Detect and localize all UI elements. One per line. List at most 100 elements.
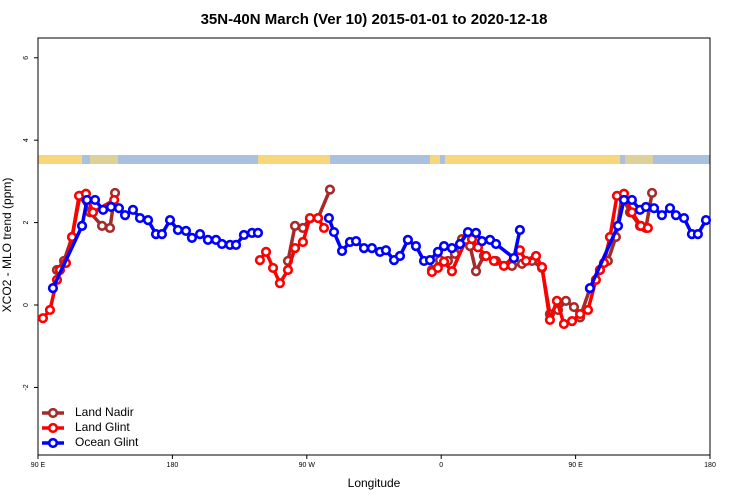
data-point	[105, 201, 117, 213]
data-point	[76, 220, 88, 231]
data-point	[551, 295, 563, 306]
data-point	[574, 308, 586, 320]
data-point	[508, 252, 520, 264]
data-point	[47, 283, 59, 294]
data-point	[252, 227, 264, 239]
data-point	[640, 201, 652, 213]
data-point	[323, 212, 335, 224]
data-point	[119, 210, 131, 221]
data-point	[462, 226, 474, 238]
y-axis-label: XCO2 - MLO trend (ppm)	[0, 178, 14, 313]
data-point	[96, 220, 108, 231]
land-strip	[445, 155, 620, 164]
data-point	[642, 222, 653, 234]
data-point	[336, 245, 348, 257]
data-point	[274, 278, 286, 289]
x-tick-label: 90 W	[299, 462, 316, 469]
data-point	[260, 246, 272, 257]
y-tick-label: -2	[23, 384, 30, 390]
data-point	[558, 318, 570, 330]
data-point	[438, 240, 450, 252]
data-point	[568, 301, 580, 313]
x-tick-label: 90 E	[568, 462, 583, 469]
data-point	[254, 254, 266, 266]
ocean-strip	[38, 155, 710, 164]
data-point	[618, 194, 630, 206]
data-point	[560, 295, 571, 306]
data-point	[438, 256, 450, 267]
data-point	[134, 212, 146, 224]
data-point	[324, 184, 336, 195]
data-point	[626, 194, 637, 206]
data-point	[194, 229, 206, 240]
data-point	[446, 243, 458, 254]
data-point	[156, 229, 168, 240]
data-point	[98, 204, 109, 215]
data-point	[37, 313, 49, 324]
data-point	[216, 238, 228, 250]
data-point	[648, 203, 660, 214]
data-point	[358, 243, 370, 254]
x-axis-label: Longitude	[348, 476, 401, 490]
legend-marker	[47, 437, 59, 449]
x-tick-label: 180	[167, 462, 179, 469]
data-point	[612, 220, 624, 231]
data-point	[89, 194, 101, 206]
land-strip	[90, 155, 118, 164]
data-point	[230, 239, 242, 250]
data-point	[297, 236, 309, 248]
data-point	[180, 225, 192, 236]
y-tick-label: 0	[23, 303, 30, 307]
data-point	[498, 260, 510, 271]
data-point	[664, 203, 676, 214]
data-point	[476, 236, 488, 247]
data-point	[700, 215, 712, 226]
legend-marker	[47, 422, 59, 434]
x-tick-label: 0	[439, 462, 443, 469]
y-tick-label: 2	[23, 221, 30, 225]
data-point	[692, 229, 704, 240]
data-point	[544, 314, 556, 325]
data-point	[350, 236, 362, 247]
data-point	[454, 238, 466, 250]
data-point	[202, 234, 214, 246]
data-point	[582, 304, 594, 316]
land-ocean-strip	[38, 155, 710, 164]
land-strip	[430, 155, 440, 164]
data-point	[506, 260, 518, 271]
data-point	[289, 243, 301, 254]
chart-title: 35N-40N March (Ver 10) 2015-01-01 to 202…	[201, 11, 548, 28]
data-point	[312, 212, 324, 224]
x-tick-label: 90 E	[31, 462, 46, 469]
data-point	[670, 210, 682, 221]
land-strip	[258, 155, 330, 164]
data-point	[87, 207, 99, 218]
data-point	[480, 250, 492, 262]
legend-label: Land Nadir	[75, 405, 134, 419]
data-point	[402, 234, 413, 246]
legend-label: Land Glint	[75, 420, 130, 434]
series-line	[286, 188, 332, 262]
data-point	[424, 254, 436, 266]
data-point	[267, 262, 279, 274]
data-point	[410, 240, 422, 252]
y-tick-label: 4	[23, 138, 30, 142]
data-point	[81, 194, 93, 206]
data-point	[127, 204, 139, 215]
data-point	[520, 255, 532, 267]
legend-label: Ocean Glint	[75, 435, 139, 449]
data-point	[470, 227, 482, 239]
data-point	[432, 262, 444, 274]
plot-frame	[37, 37, 711, 456]
data-point	[566, 315, 578, 327]
data-point	[44, 304, 56, 316]
data-point	[318, 222, 330, 234]
data-point	[142, 215, 154, 226]
data-point	[304, 212, 316, 224]
data-point	[366, 243, 378, 254]
data-point	[289, 220, 301, 231]
data-point	[514, 224, 525, 236]
x-tick-label: 180	[704, 462, 716, 469]
